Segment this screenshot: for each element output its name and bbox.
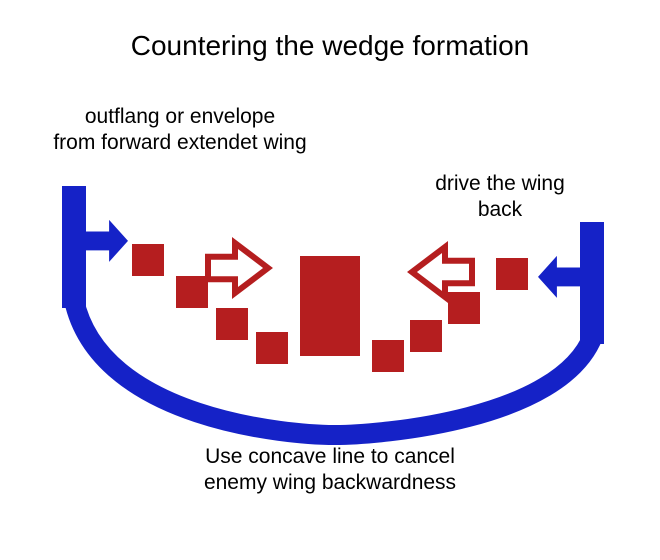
blue-arrow-left	[86, 220, 128, 262]
hollow-arrow-left	[208, 243, 268, 293]
blue-right-pillar	[580, 222, 604, 344]
blue-left-pillar	[62, 186, 86, 308]
red-right-square-2	[410, 320, 442, 352]
shapes-layer	[0, 0, 660, 560]
hollow-arrow-right	[412, 247, 472, 297]
red-right-square-1	[448, 292, 480, 324]
red-right-square-0	[496, 258, 528, 290]
blue-arrow-right	[538, 256, 580, 298]
red-left-square-0	[132, 244, 164, 276]
red-center-block	[300, 256, 360, 356]
red-right-square-3	[372, 340, 404, 372]
red-left-square-2	[216, 308, 248, 340]
diagram-stage: Countering the wedge formation outflang …	[0, 0, 660, 560]
red-left-square-1	[176, 276, 208, 308]
red-left-square-3	[256, 332, 288, 364]
